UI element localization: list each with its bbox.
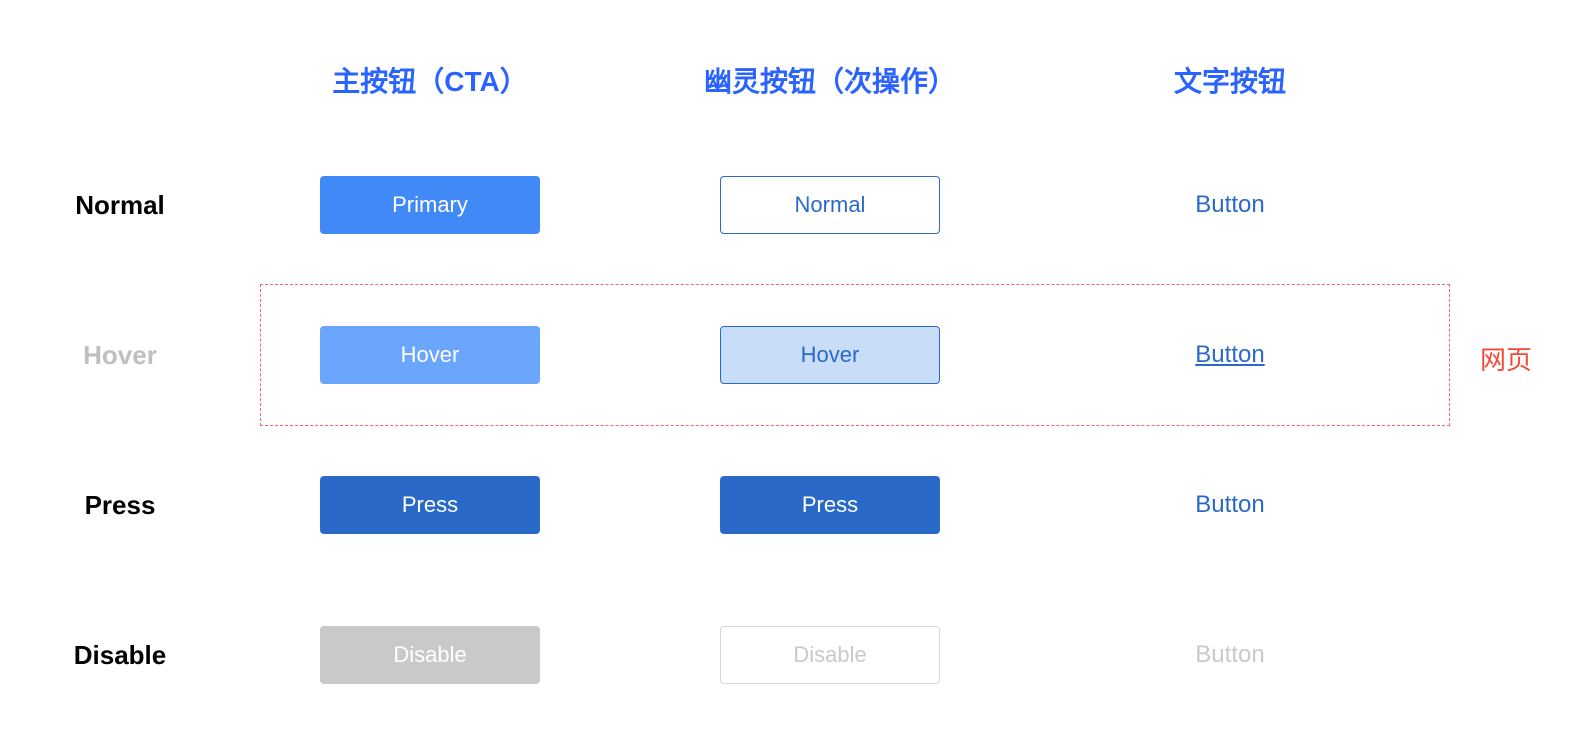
cell-primary-hover: Hover — [240, 326, 620, 384]
row-label-hover: Hover — [83, 340, 157, 371]
cell-ghost-hover: Hover — [620, 326, 1040, 384]
cell-primary-normal: Primary — [240, 176, 620, 234]
cell-primary-disable: Disable — [240, 626, 620, 684]
row-label-normal: Normal — [75, 190, 165, 221]
primary-button-hover[interactable]: Hover — [320, 326, 540, 384]
primary-button-disable: Disable — [320, 626, 540, 684]
cell-ghost-press: Press — [620, 476, 1040, 534]
column-header-text: 文字按钮 — [1174, 60, 1286, 100]
cell-text-press: Button — [1040, 491, 1420, 519]
column-header-ghost: 幽灵按钮（次操作） — [704, 60, 956, 100]
row-label-press: Press — [85, 490, 156, 521]
primary-button-normal[interactable]: Primary — [320, 176, 540, 234]
column-header-primary: 主按钮（CTA） — [332, 60, 527, 100]
ghost-button-hover[interactable]: Hover — [720, 326, 940, 384]
text-button-normal[interactable]: Button — [1195, 191, 1264, 219]
cell-text-normal: Button — [1040, 191, 1420, 219]
ghost-button-disable: Disable — [720, 626, 940, 684]
button-states-grid: 主按钮（CTA） 幽灵按钮（次操作） 文字按钮 Normal Primary N… — [0, 0, 1578, 730]
cell-ghost-disable: Disable — [620, 626, 1040, 684]
cell-text-hover: Button — [1040, 341, 1420, 369]
cell-ghost-normal: Normal — [620, 176, 1040, 234]
primary-button-press[interactable]: Press — [320, 476, 540, 534]
hover-annotation: 网页 — [1480, 340, 1532, 377]
text-button-hover[interactable]: Button — [1195, 341, 1264, 369]
cell-primary-press: Press — [240, 476, 620, 534]
ghost-button-press[interactable]: Press — [720, 476, 940, 534]
cell-text-disable: Button — [1040, 641, 1420, 669]
ghost-button-normal[interactable]: Normal — [720, 176, 940, 234]
text-button-press[interactable]: Button — [1195, 491, 1264, 519]
row-label-disable: Disable — [74, 640, 167, 671]
text-button-disable: Button — [1195, 641, 1264, 669]
